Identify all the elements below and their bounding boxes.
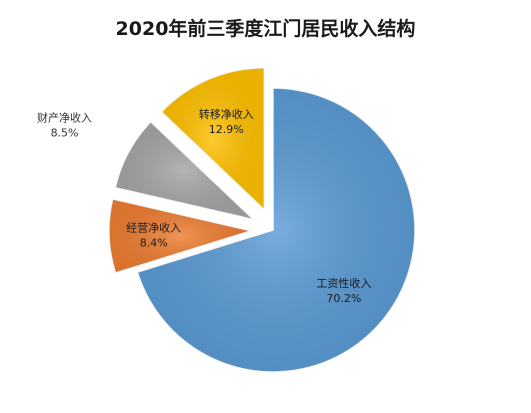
chart-title: 2020年前三季度江门居民收入结构 xyxy=(115,18,416,40)
slice-label: 工资性收入 xyxy=(316,276,371,290)
slice-value-label: 8.4% xyxy=(140,237,168,250)
slice-label: 转移净收入 xyxy=(199,107,254,121)
slice-value-label: 8.5% xyxy=(51,126,79,139)
slice-value-label: 70.2% xyxy=(326,292,361,305)
slice-label: 财产净收入 xyxy=(37,110,92,124)
slice-label: 经营净收入 xyxy=(126,221,181,235)
slice-value-label: 12.9% xyxy=(209,123,244,136)
